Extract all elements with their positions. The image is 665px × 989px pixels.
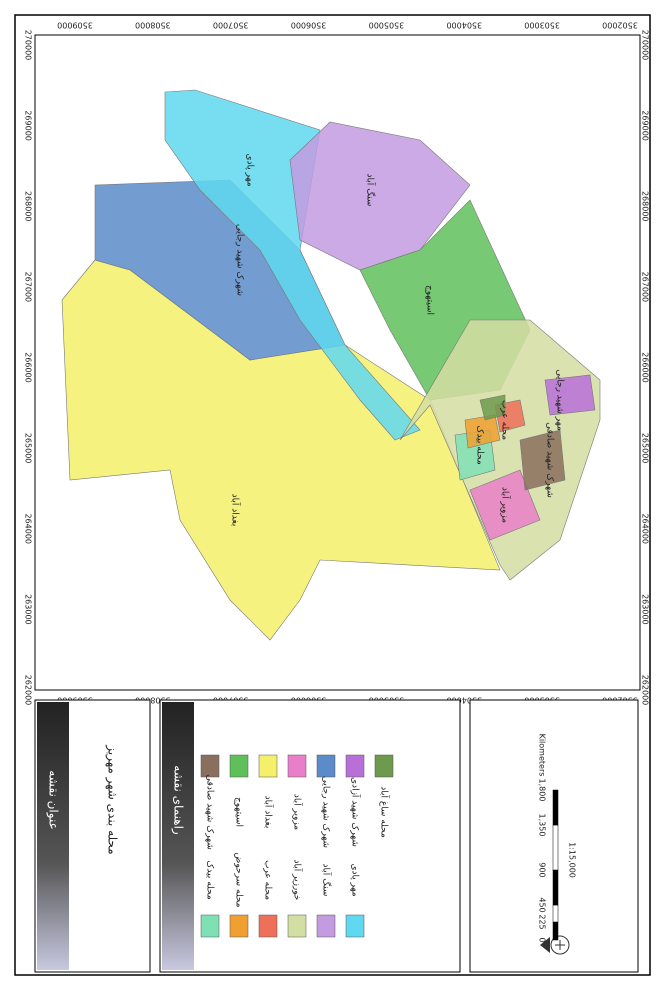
legend-items: شهرک شهید صادقی اسیتهوج بغداد آباد مزویر آب… bbox=[200, 754, 394, 938]
legend-label: اسیتهوج bbox=[234, 797, 244, 827]
region bbox=[519, 429, 566, 491]
scale-label: 1,800 bbox=[538, 779, 547, 802]
left-tick-label: 264000 bbox=[24, 513, 33, 544]
legend-label: محله بیدک bbox=[205, 860, 216, 899]
legend-strip bbox=[162, 702, 194, 970]
right-tick-label: 264000 bbox=[641, 513, 650, 544]
legend-swatch bbox=[287, 914, 307, 938]
legend-swatch bbox=[316, 754, 336, 778]
region bbox=[479, 394, 506, 421]
legend-label: شهرک شهید صادقی bbox=[205, 774, 216, 850]
legend-swatch bbox=[345, 754, 365, 778]
legend-label: محله ساغ آباد bbox=[379, 786, 391, 838]
legend-label: سنگ آباد bbox=[321, 864, 333, 897]
region bbox=[289, 121, 471, 271]
legend-swatch bbox=[258, 914, 278, 938]
scale-label: 225 bbox=[538, 914, 547, 929]
legend-swatch bbox=[258, 754, 278, 778]
legend-label: مزویر آباد bbox=[292, 794, 304, 830]
top-tick-label: 3509000 bbox=[57, 21, 93, 30]
scale-segment bbox=[552, 921, 559, 941]
region-label: محله عرب bbox=[500, 400, 510, 440]
region-label: مزویر آباد bbox=[500, 487, 512, 523]
legend-label: بغداد آباد bbox=[263, 796, 275, 829]
legend-label: محله عرب bbox=[263, 860, 273, 900]
region-label: اسیتهوج bbox=[425, 285, 435, 315]
legend-label: مهر پادی bbox=[350, 863, 360, 896]
top-tick-label: 3503000 bbox=[524, 21, 560, 30]
top-tick-label: 3506000 bbox=[291, 21, 327, 30]
scale-segment bbox=[552, 789, 559, 826]
scale-segment bbox=[552, 904, 559, 923]
region bbox=[469, 469, 541, 541]
right-tick-label: 270000 bbox=[641, 30, 650, 61]
right-tick-label: 268000 bbox=[641, 191, 650, 222]
left-tick-label: 269000 bbox=[24, 110, 33, 141]
left-tick-label: 265000 bbox=[24, 433, 33, 464]
legend-swatch bbox=[316, 914, 336, 938]
legend-heading: راهنمای نقشه bbox=[171, 765, 186, 835]
right-tick-label: 267000 bbox=[641, 272, 650, 303]
top-tick-label: 3504000 bbox=[446, 21, 482, 30]
region-label: شهرک شهید رجایی bbox=[235, 224, 246, 296]
left-tick-label: 267000 bbox=[24, 272, 33, 303]
legend-label: محله سرحوض bbox=[234, 853, 244, 908]
region-label: مهر پادی bbox=[245, 153, 255, 186]
top-tick-label: 3508000 bbox=[135, 21, 171, 30]
title-heading: عنوان نقشه bbox=[46, 770, 61, 830]
left-tick-label: 263000 bbox=[24, 594, 33, 625]
legend-label: شهرک شهید آزادی bbox=[350, 777, 362, 847]
title-strip bbox=[37, 702, 69, 970]
region-label: مهر شهید رجایی bbox=[555, 369, 565, 431]
region-label: شهرک شهید صادقی bbox=[545, 422, 556, 498]
right-tick-label: 266000 bbox=[641, 352, 650, 383]
map-regions: بغداد آباد شهرک شهید رجایی مهر پادی سنگ آبا… bbox=[61, 89, 601, 641]
legend-swatch bbox=[229, 914, 249, 938]
region-label: بغداد آباد bbox=[230, 494, 242, 527]
right-tick-label: 269000 bbox=[641, 110, 650, 141]
scale-ratio: 1:15,000 bbox=[568, 842, 577, 878]
top-tick-label: 3502000 bbox=[602, 21, 638, 30]
top-tick-label: 3505000 bbox=[369, 21, 405, 30]
region bbox=[544, 374, 596, 416]
right-tick-label: 262000 bbox=[641, 675, 650, 706]
region bbox=[164, 89, 421, 441]
scale-segment bbox=[552, 824, 559, 871]
left-tick-label: 266000 bbox=[24, 352, 33, 383]
left-tick-label: 270000 bbox=[24, 30, 33, 61]
legend-swatch bbox=[200, 754, 220, 778]
legend-label: شهرک شهید رجایی bbox=[321, 776, 332, 848]
region-label: محله بیدک bbox=[475, 425, 486, 464]
legend-swatch bbox=[200, 914, 220, 938]
right-tick-label: 263000 bbox=[641, 594, 650, 625]
left-tick-label: 268000 bbox=[24, 191, 33, 222]
scale-label: 450 bbox=[538, 897, 547, 912]
legend-swatch bbox=[345, 914, 365, 938]
scale-label: 0 bbox=[538, 937, 547, 942]
left-tick-label: 262000 bbox=[24, 675, 33, 706]
scale-segment bbox=[552, 869, 559, 906]
legend-swatch bbox=[287, 754, 307, 778]
legend-label: خورزیر آباد bbox=[292, 860, 304, 901]
scale-unit: Kilometers bbox=[538, 734, 547, 777]
legend-swatch bbox=[229, 754, 249, 778]
map-title: محله بندی شهر مهریز bbox=[105, 744, 120, 854]
right-tick-label: 265000 bbox=[641, 433, 650, 464]
scale-bar: 0 225 450 900 1,350 1,800 Kilometers 1:15,000 bbox=[538, 734, 577, 943]
legend-swatch bbox=[374, 754, 394, 778]
bottom-tick-label: 3504000 bbox=[446, 696, 482, 705]
scale-label: 1,350 bbox=[538, 814, 547, 837]
bottom-tick-label: 3508000 bbox=[135, 696, 171, 705]
top-tick-label: 3507000 bbox=[213, 21, 249, 30]
region-label: سنگ آباد bbox=[365, 174, 377, 207]
north-arrow bbox=[540, 935, 570, 955]
scale-label: 900 bbox=[538, 862, 547, 877]
